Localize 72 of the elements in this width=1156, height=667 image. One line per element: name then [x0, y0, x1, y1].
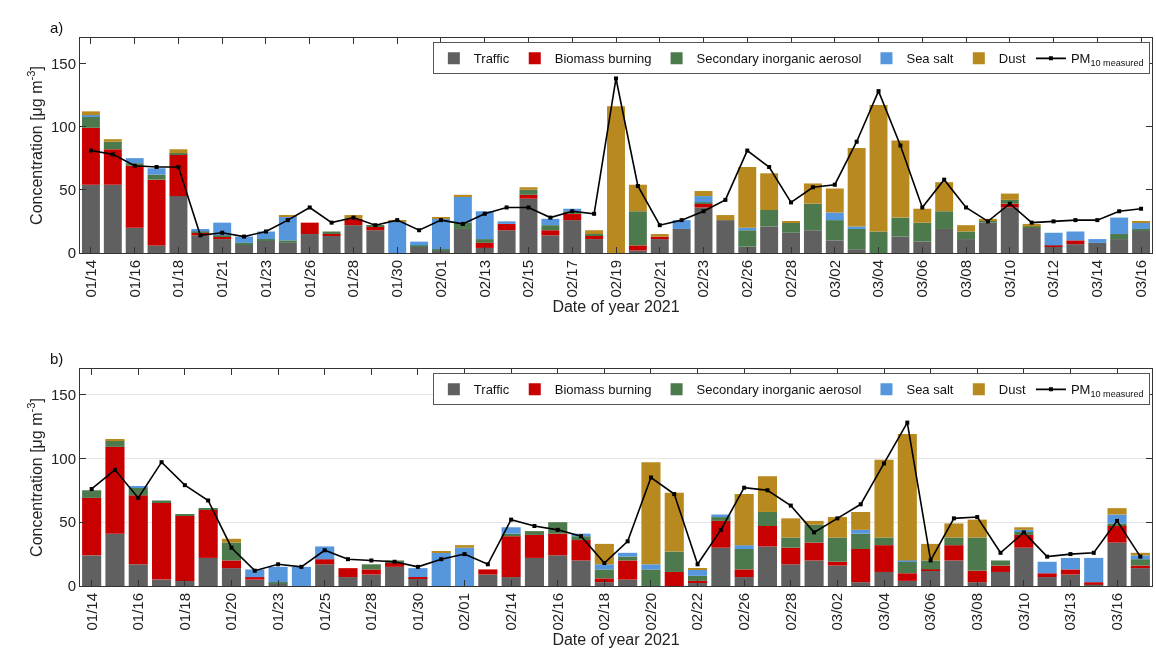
- y-tick-label: 150: [50, 385, 76, 403]
- x-tick-label: 03/04: [869, 260, 887, 298]
- x-tick-label: 01/25: [315, 593, 333, 631]
- legend-label: PM$_{10 measured}$: [1070, 382, 1144, 400]
- x-tick-label: 02/23: [694, 260, 712, 298]
- legend-label: Secondary inorganic aerosol: [696, 51, 862, 67]
- x-tick-label: 02/28: [781, 260, 799, 298]
- y-tick-label: 0: [67, 577, 76, 595]
- x-tick-label: 02/16: [548, 593, 566, 631]
- x-tick-label: 02/28: [781, 593, 799, 631]
- legend-label: Dust: [998, 51, 1026, 67]
- y-tick-label: 100: [50, 449, 76, 467]
- legend-label: Sea salt: [906, 382, 954, 398]
- x-tick-label: 02/22: [688, 593, 706, 631]
- x-tick-label: 02/20: [641, 593, 659, 631]
- x-tick-label: 02/01: [455, 593, 473, 631]
- x-tick-label: 03/02: [825, 260, 843, 298]
- x-tick-label: 03/02: [828, 593, 846, 631]
- x-tick-label: 01/23: [256, 260, 274, 298]
- y-tick-label: 50: [59, 181, 76, 199]
- legend-label: PM$_{10 measured}$: [1070, 51, 1144, 69]
- x-tick-label: 03/08: [968, 593, 986, 631]
- x-tick-label: 03/16: [1107, 593, 1125, 631]
- x-axis-title: Date of year 2021: [552, 297, 680, 315]
- x-tick-label: 01/28: [362, 593, 380, 631]
- chart-title: b): [50, 350, 64, 367]
- x-tick-label: 02/14: [502, 593, 520, 631]
- x-tick-label: 03/08: [956, 260, 974, 298]
- x-tick-label: 02/17: [563, 260, 581, 298]
- legend-label: Sea salt: [906, 51, 954, 67]
- x-tick-label: 02/13: [475, 260, 493, 298]
- x-axis-title: Date of year 2021: [552, 630, 680, 648]
- x-tick-label: 03/06: [913, 260, 931, 298]
- legend-label: Biomass burning: [554, 51, 652, 67]
- x-tick-label: 01/28: [344, 260, 362, 298]
- x-tick-label: 03/13: [1061, 593, 1079, 631]
- x-tick-label: 01/30: [388, 260, 406, 298]
- x-tick-label: 02/26: [735, 593, 753, 631]
- x-tick-label: 02/19: [606, 260, 624, 298]
- chart-title: a): [50, 19, 64, 36]
- x-tick-label: 03/14: [1088, 260, 1106, 298]
- legend-label: Secondary inorganic aerosol: [696, 382, 862, 398]
- legend-label: Traffic: [473, 51, 510, 67]
- x-tick-label: 03/10: [1000, 260, 1018, 298]
- x-tick-label: 01/16: [129, 593, 147, 631]
- x-tick-label: 01/26: [300, 260, 318, 298]
- y-tick-label: 0: [67, 244, 76, 262]
- x-tick-label: 01/20: [222, 593, 240, 631]
- x-tick-label: 01/21: [213, 260, 231, 298]
- x-tick-label: 02/18: [595, 593, 613, 631]
- x-tick-label: 01/16: [125, 260, 143, 298]
- legend-label: Traffic: [473, 382, 510, 398]
- y-tick-label: 100: [50, 117, 76, 135]
- x-tick-label: 03/06: [921, 593, 939, 631]
- legend-label: Biomass burning: [554, 382, 652, 398]
- x-tick-label: 01/18: [169, 260, 187, 298]
- y-tick-label: 150: [50, 54, 76, 72]
- x-tick-label: 02/15: [519, 260, 537, 298]
- x-tick-label: 01/14: [82, 593, 100, 631]
- x-tick-label: 01/14: [81, 260, 99, 298]
- y-tick-label: 50: [59, 513, 76, 531]
- x-tick-label: 01/30: [408, 593, 426, 631]
- x-tick-label: 03/12: [1044, 260, 1062, 298]
- x-tick-label: 03/10: [1014, 593, 1032, 631]
- x-tick-label: 03/04: [874, 593, 892, 631]
- x-tick-label: 01/23: [268, 593, 286, 631]
- legend-label: Dust: [998, 382, 1026, 398]
- x-tick-label: 02/01: [431, 260, 449, 298]
- x-tick-label: 02/21: [650, 260, 668, 298]
- x-tick-label: 01/18: [175, 593, 193, 631]
- x-tick-label: 02/26: [738, 260, 756, 298]
- x-tick-label: 03/16: [1131, 260, 1149, 298]
